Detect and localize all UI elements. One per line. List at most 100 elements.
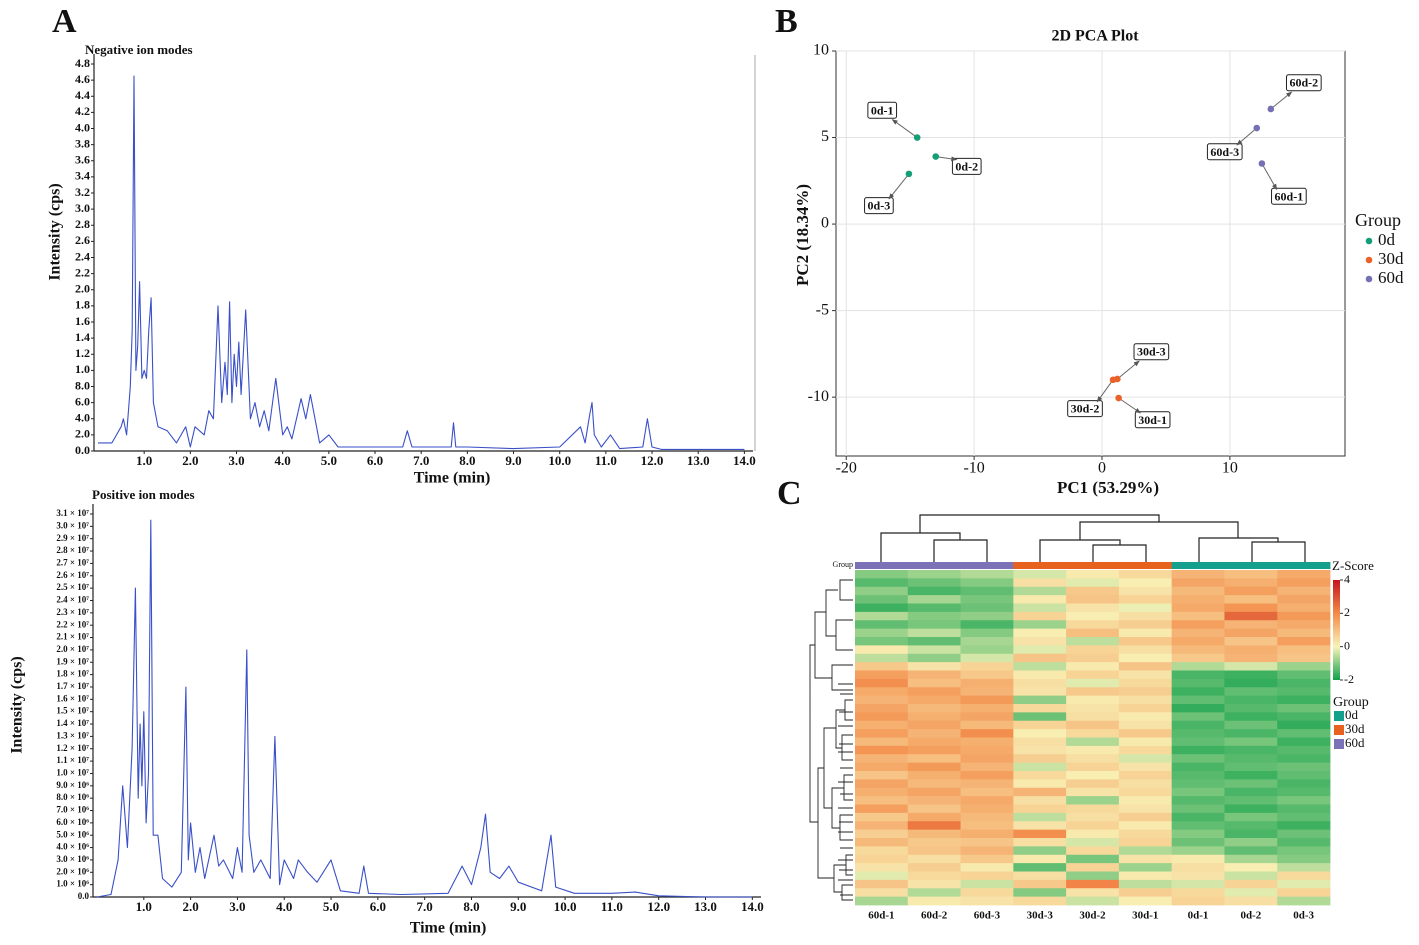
heatmap-cell xyxy=(1118,771,1173,780)
legend-title: Group xyxy=(1355,210,1401,230)
y-tick-label: 3.6 xyxy=(75,153,90,167)
column-label: 0d-2 xyxy=(1240,910,1261,922)
x-tick-label: 0 xyxy=(1098,460,1106,477)
heatmap-cell xyxy=(1277,846,1331,856)
heatmap-cell xyxy=(1013,779,1067,789)
heatmap-cell xyxy=(960,838,1014,847)
heatmap-cell xyxy=(960,720,1014,730)
x-tick-label: 7.0 xyxy=(417,899,433,914)
heatmap-cell xyxy=(1171,720,1225,730)
heatmap-cell xyxy=(960,620,1014,630)
heatmap-cell xyxy=(960,888,1014,898)
heatmap-cell xyxy=(1013,879,1067,889)
heatmap-cell xyxy=(855,595,909,604)
heatmap-cell xyxy=(960,678,1014,688)
heatmap-cell xyxy=(855,720,909,730)
point-label-box xyxy=(1134,411,1171,429)
heatmap-cell xyxy=(1118,796,1173,805)
heatmap-cell xyxy=(960,829,1014,839)
panel-letter: B xyxy=(775,3,798,40)
heatmap-cell xyxy=(1066,570,1120,579)
heatmap-cell xyxy=(960,595,1014,604)
heatmap-cell xyxy=(1224,879,1278,889)
y-tick-label: 1.8 × 10⁷ xyxy=(56,669,89,679)
heatmap-cell xyxy=(1013,863,1067,872)
heatmap-cell xyxy=(855,586,909,596)
heatmap-cell xyxy=(960,695,1014,705)
heatmap-cell xyxy=(1171,737,1225,747)
heatmap-cell xyxy=(907,662,961,671)
point-label: 60d-3 xyxy=(1210,145,1239,159)
heatmap-cell xyxy=(1013,628,1067,638)
point xyxy=(913,134,921,141)
heatmap-cell xyxy=(1118,854,1173,864)
y-tick-label: 2.6 × 10⁷ xyxy=(56,570,89,580)
y-tick-label: 3.0 xyxy=(75,201,90,215)
x-axis-title: Time (min) xyxy=(410,920,487,937)
y-tick-label: 5 xyxy=(821,128,829,145)
heatmap-cell xyxy=(1066,595,1120,604)
heatmap-cell xyxy=(1066,620,1120,630)
heatmap-cell xyxy=(1171,838,1225,847)
heatmap-cell xyxy=(1118,620,1173,630)
heatmap-cell xyxy=(1224,578,1278,588)
heatmap-cell xyxy=(1066,662,1120,671)
y-tick-label: 1.7 × 10⁷ xyxy=(56,681,89,691)
group-bar xyxy=(1118,562,1173,569)
column-label: 60d-1 xyxy=(868,910,894,922)
heatmap-cell xyxy=(1277,595,1331,604)
y-tick-label: 1.5 × 10⁷ xyxy=(56,706,89,716)
heatmap-cell xyxy=(1118,695,1173,705)
heatmap-cell xyxy=(1066,896,1120,906)
heatmap-cell xyxy=(960,637,1014,646)
heatmap-cell xyxy=(1224,787,1278,797)
group-bar xyxy=(1171,562,1225,569)
heatmap-cell xyxy=(1171,687,1225,697)
heatmap-cell xyxy=(1066,762,1120,772)
heatmap-cell xyxy=(1066,846,1120,856)
heatmap-cell xyxy=(1066,754,1120,764)
heatmap-cell xyxy=(1118,754,1173,764)
y-tick-label: 1.9 × 10⁷ xyxy=(56,656,89,666)
y-tick-label: 3.2 xyxy=(75,185,90,199)
y-tick-label: 1.0 × 10⁷ xyxy=(56,768,89,778)
y-tick-label: 1.2 × 10⁷ xyxy=(56,743,89,753)
heatmap-cell xyxy=(960,704,1014,713)
heatmap-cell xyxy=(855,578,909,588)
y-tick-label: 2.1 × 10⁷ xyxy=(56,632,89,642)
heatmap-cell xyxy=(1171,821,1225,831)
column-dendrogram xyxy=(880,514,1306,562)
point xyxy=(1258,160,1266,167)
heatmap-cell xyxy=(960,729,1014,738)
legend-swatch xyxy=(1334,725,1344,735)
y-tick-label: 2.0 xyxy=(75,427,90,441)
y-tick-label: 1.4 xyxy=(75,330,90,344)
heatmap-cell xyxy=(960,670,1014,680)
y-tick-label: 2.2 × 10⁷ xyxy=(56,619,89,629)
heatmap-cell xyxy=(1171,620,1225,630)
heatmap-cell xyxy=(1224,678,1278,688)
heatmap-cell xyxy=(855,662,909,671)
heatmap-cell xyxy=(1171,628,1225,638)
heatmap-cell xyxy=(1013,712,1067,722)
heatmap-cell xyxy=(1013,846,1067,856)
heatmap-cell xyxy=(907,704,961,713)
heatmap-cell xyxy=(1277,896,1331,906)
heatmap-cell xyxy=(907,812,961,822)
heatmap-cell xyxy=(960,611,1014,621)
y-tick-label: 3.8 xyxy=(75,136,90,150)
heatmap-cell xyxy=(1277,662,1331,671)
annotation-label: Group xyxy=(833,560,853,569)
heatmap-cell xyxy=(1066,888,1120,898)
y-tick-label: 1.1 × 10⁷ xyxy=(56,755,89,765)
heatmap-cell xyxy=(1066,771,1120,780)
y-tick-label: 9.0 × 10⁶ xyxy=(56,780,89,790)
heatmap-cell xyxy=(1224,838,1278,847)
heatmap-cell xyxy=(855,846,909,856)
heatmap-cell xyxy=(1066,838,1120,847)
heatmap-cell xyxy=(1224,829,1278,839)
heatmap-cell xyxy=(907,879,961,889)
heatmap-cell xyxy=(960,779,1014,789)
y-tick-label: 10 xyxy=(813,42,829,59)
heatmap-cell xyxy=(1118,812,1173,822)
